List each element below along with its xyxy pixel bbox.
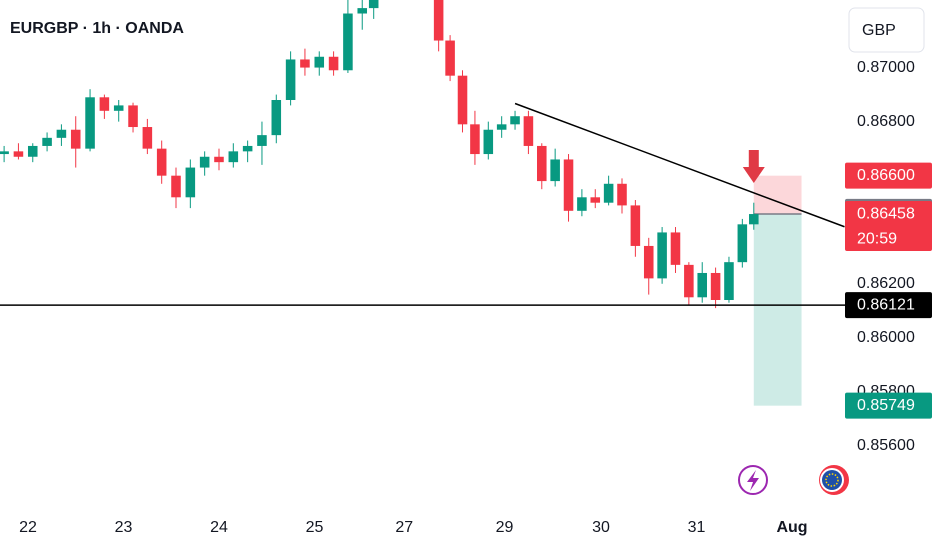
sell-arrow bbox=[742, 150, 765, 183]
candle-body bbox=[156, 148, 167, 176]
candle-body bbox=[749, 214, 759, 225]
candle-body bbox=[285, 59, 296, 100]
candle-body bbox=[85, 97, 95, 149]
currency-box[interactable] bbox=[848, 7, 925, 53]
target-zone bbox=[753, 214, 802, 406]
candle-body bbox=[550, 159, 560, 182]
candle-body bbox=[171, 175, 181, 198]
chart-title: EURGBP · 1h · OANDA bbox=[10, 20, 184, 37]
candle-body bbox=[328, 56, 339, 71]
y-tick-label: 0.87000 bbox=[857, 59, 915, 76]
x-tick-label: 27 bbox=[395, 519, 413, 536]
candle-body bbox=[357, 8, 368, 14]
x-tick-label: 29 bbox=[496, 519, 514, 536]
candle-body bbox=[483, 129, 494, 155]
candle-body bbox=[643, 245, 654, 279]
price-tag bbox=[845, 201, 932, 252]
candle-body bbox=[657, 232, 667, 279]
candle-body bbox=[470, 124, 480, 155]
candle-body bbox=[737, 224, 748, 263]
candle-body bbox=[27, 145, 38, 157]
eu-flag-icon[interactable] bbox=[819, 465, 849, 495]
y-tick-label: 0.85600 bbox=[857, 437, 915, 454]
candle-body bbox=[537, 145, 547, 182]
candle-body bbox=[510, 116, 520, 125]
lightning-icon[interactable] bbox=[738, 465, 768, 495]
candle-body bbox=[710, 272, 721, 300]
candle-body bbox=[670, 232, 681, 265]
price-tag bbox=[845, 162, 932, 189]
candle-body bbox=[343, 13, 353, 71]
plot: 0.870000.868000.862000.860000.858000.856… bbox=[0, 0, 932, 536]
candle-body bbox=[257, 135, 267, 146]
price-tag-label: 0.86600 bbox=[857, 167, 915, 184]
candle-body bbox=[300, 59, 310, 68]
price-tag bbox=[845, 392, 932, 419]
candle-body bbox=[70, 129, 81, 149]
currency-label: GBP bbox=[862, 22, 896, 39]
x-tick-label: 24 bbox=[210, 519, 228, 536]
candle-body bbox=[433, 0, 444, 41]
candle-body bbox=[113, 105, 124, 111]
price-tag bbox=[845, 292, 932, 319]
y-tick-label: 0.86000 bbox=[857, 329, 915, 346]
x-tick-label: 25 bbox=[306, 519, 324, 536]
candle-body bbox=[630, 205, 641, 246]
candle-body bbox=[199, 156, 210, 168]
trendline bbox=[514, 102, 845, 228]
candle-body bbox=[445, 40, 455, 76]
candle-body bbox=[42, 137, 52, 146]
candle-body bbox=[56, 129, 67, 138]
candle-body bbox=[563, 159, 574, 211]
candle-body bbox=[523, 116, 534, 146]
candle-body bbox=[242, 145, 253, 152]
candle-body bbox=[214, 156, 224, 163]
candle-body bbox=[617, 183, 627, 206]
candle-body bbox=[142, 127, 153, 149]
y-tick-label: 0.86800 bbox=[857, 113, 915, 130]
candle-body bbox=[185, 167, 196, 198]
candle-body bbox=[99, 97, 110, 111]
price-tag-label: 0.85749 bbox=[857, 397, 915, 414]
countdown: 20:59 bbox=[857, 230, 897, 247]
candle-body bbox=[724, 262, 734, 300]
x-tick-label: 22 bbox=[19, 519, 37, 536]
candle-body bbox=[314, 56, 325, 68]
candle-body bbox=[457, 75, 468, 125]
candle-body bbox=[13, 151, 24, 157]
candle-body bbox=[368, 0, 379, 9]
candle-body bbox=[590, 197, 601, 203]
x-tick-label: Aug bbox=[776, 519, 807, 536]
x-tick-label: 31 bbox=[688, 519, 706, 536]
candle-body bbox=[0, 151, 9, 155]
candle-body bbox=[684, 264, 694, 298]
candle-body bbox=[603, 183, 614, 203]
candle-body bbox=[496, 124, 507, 130]
candle-body bbox=[228, 151, 239, 163]
x-tick-label: 23 bbox=[115, 519, 133, 536]
candle-body bbox=[577, 197, 587, 211]
candle-body bbox=[128, 105, 138, 128]
candle-body bbox=[271, 100, 282, 136]
y-tick-label: 0.86200 bbox=[857, 275, 915, 292]
price-tag-label: 0.86458 bbox=[857, 205, 915, 222]
x-tick-label: 30 bbox=[592, 519, 610, 536]
price-tag-label: 0.86121 bbox=[857, 296, 915, 313]
candle-body bbox=[697, 272, 707, 298]
